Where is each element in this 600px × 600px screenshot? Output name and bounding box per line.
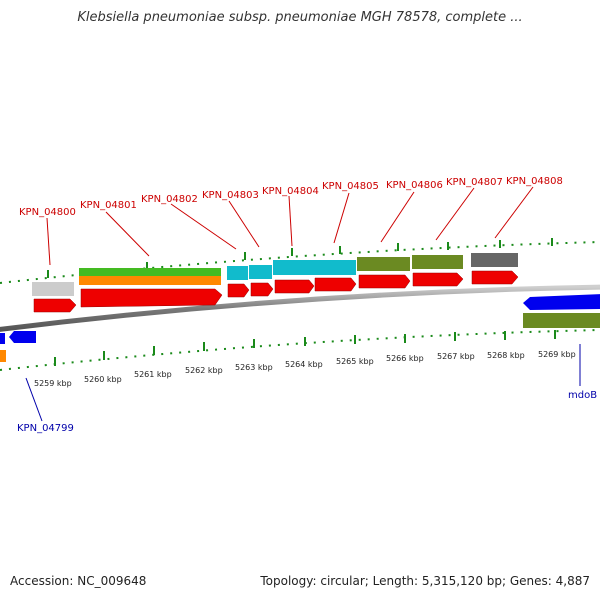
gene-label-kpn04799[interactable]: KPN_04799: [17, 423, 74, 434]
cds-arrow-kpn04805[interactable]: [314, 277, 357, 292]
cds-arrow-kpn04803[interactable]: [250, 282, 274, 297]
gene-label-kpn04801[interactable]: KPN_04801: [80, 200, 137, 211]
scale-label: 5269 kbp: [538, 350, 576, 359]
accession-info: Accession: NC_009648: [10, 574, 147, 588]
scale-major-ticks: [54, 330, 556, 366]
genome-stats: Topology: circular; Length: 5,315,120 bp…: [260, 574, 590, 588]
feature-cyan-c[interactable]: [273, 260, 356, 275]
scale-label: 5266 kbp: [386, 354, 424, 363]
gene-leader-lines-top: [46, 186, 534, 266]
feature-olive-b[interactable]: [412, 255, 463, 269]
scale-label: 5263 kbp: [235, 363, 273, 372]
scale-label: 5261 kbp: [134, 370, 172, 379]
scale-label: 5267 kbp: [437, 352, 475, 361]
scale-label: 5260 kbp: [84, 375, 122, 384]
reverse-cds-track[interactable]: [0, 294, 600, 344]
scale-label: 5265 kbp: [336, 357, 374, 366]
feature-track[interactable]: [32, 253, 600, 328]
gene-label-mdob[interactable]: mdoB: [568, 390, 597, 401]
feature-orange-edge[interactable]: [0, 350, 6, 362]
cds-arrow-kpn04802[interactable]: [227, 283, 250, 298]
cds-arrow-kpn04806[interactable]: [358, 274, 411, 289]
feature-darkgray[interactable]: [471, 253, 518, 267]
gene-leader-lines-bottom: [25, 344, 581, 422]
feature-olive-mdob[interactable]: [523, 313, 600, 328]
feature-gray-kpn04800[interactable]: [32, 282, 74, 296]
scale-label: 5259 kbp: [34, 379, 72, 388]
scale-label: 5268 kbp: [487, 351, 525, 360]
scale-labels: 5259 kbp 5260 kbp 5261 kbp 5262 kbp 5263…: [34, 350, 576, 388]
feature-green-kpn04801[interactable]: [79, 268, 221, 276]
gene-label-kpn04807[interactable]: KPN_04807: [446, 177, 503, 188]
cds-arrow-mdob[interactable]: [523, 294, 600, 310]
feature-cyan-a[interactable]: [227, 266, 248, 280]
scale-label: 5264 kbp: [285, 360, 323, 369]
gene-labels-top: KPN_04800 KPN_04801 KPN_04802 KPN_04803 …: [19, 176, 563, 218]
feature-cyan-b[interactable]: [249, 265, 272, 279]
cds-arrow-kpn04799-b[interactable]: [9, 331, 36, 343]
forward-major-ticks: [47, 238, 553, 278]
feature-olive-a[interactable]: [357, 257, 410, 271]
genome-backbone: [0, 284, 600, 332]
cds-arrow-kpn04799-a[interactable]: [0, 333, 5, 344]
feature-orange-kpn04801[interactable]: [79, 276, 221, 285]
gene-label-kpn04808[interactable]: KPN_04808: [506, 176, 563, 187]
gene-labels-bottom: KPN_04799 mdoB: [17, 390, 597, 434]
cds-arrow-kpn04804[interactable]: [274, 279, 315, 294]
page-title: Klebsiella pneumoniae subsp. pneumoniae …: [77, 10, 523, 25]
cds-arrow-kpn04808[interactable]: [471, 270, 519, 285]
gene-label-kpn04800[interactable]: KPN_04800: [19, 207, 76, 218]
cds-arrow-kpn04800[interactable]: [33, 298, 77, 313]
gene-label-kpn04802[interactable]: KPN_04802: [141, 194, 198, 205]
cds-arrow-kpn04807[interactable]: [412, 272, 464, 287]
scale-label: 5262 kbp: [185, 366, 223, 375]
gene-label-kpn04804[interactable]: KPN_04804: [262, 186, 319, 197]
gene-label-kpn04805[interactable]: KPN_04805: [322, 181, 379, 192]
cds-arrow-kpn04801[interactable]: [80, 288, 223, 308]
gene-label-kpn04806[interactable]: KPN_04806: [386, 180, 443, 191]
gene-label-kpn04803[interactable]: KPN_04803: [202, 190, 259, 201]
forward-cds-track[interactable]: [33, 270, 519, 313]
